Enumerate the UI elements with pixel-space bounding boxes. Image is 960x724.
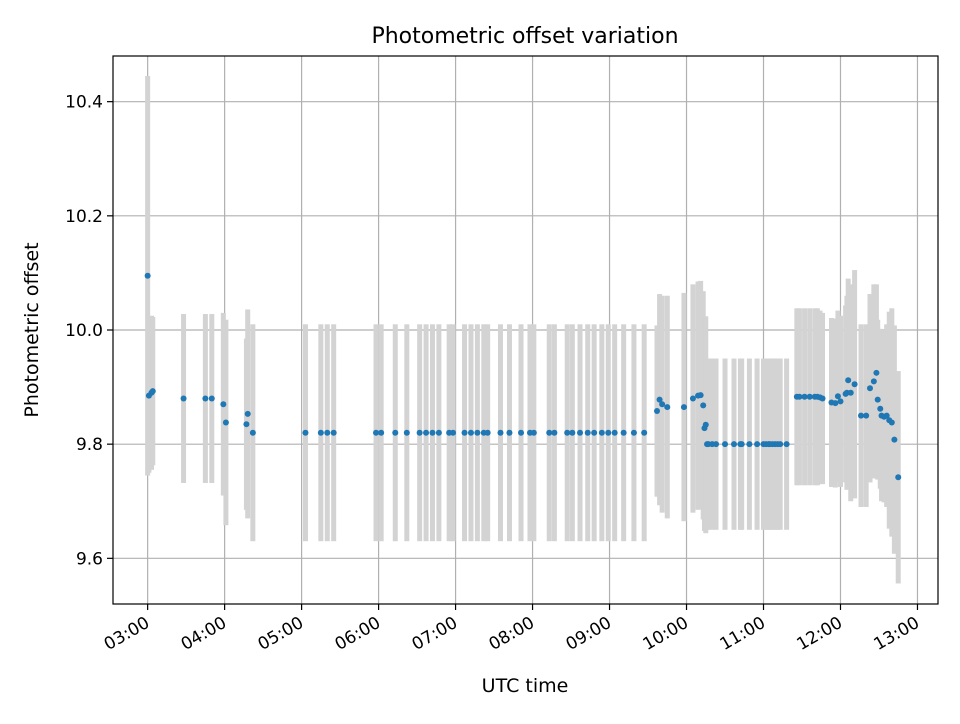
data-point — [208, 395, 215, 402]
data-point — [220, 401, 227, 408]
data-point — [620, 429, 627, 436]
data-point — [863, 412, 870, 419]
data-point — [702, 421, 709, 428]
data-point — [611, 429, 618, 436]
data-point — [630, 429, 637, 436]
data-point — [659, 401, 666, 408]
data-point — [777, 441, 784, 448]
data-point — [546, 429, 553, 436]
data-point — [858, 412, 865, 419]
y-tick-label: 9.8 — [76, 435, 103, 455]
data-point — [423, 429, 430, 436]
data-point — [664, 404, 671, 411]
data-point — [564, 429, 571, 436]
data-point — [416, 429, 423, 436]
data-point — [806, 393, 813, 400]
data-point — [847, 389, 854, 396]
data-point — [870, 378, 877, 385]
data-point — [845, 377, 852, 384]
data-point — [801, 393, 808, 400]
data-point — [144, 272, 151, 279]
data-point — [373, 429, 380, 436]
data-point — [689, 395, 696, 402]
data-point — [506, 429, 513, 436]
data-point — [149, 388, 156, 395]
data-point — [551, 429, 558, 436]
chart-title: Photometric offset variation — [371, 24, 678, 49]
data-point — [244, 410, 251, 417]
data-point — [891, 436, 898, 443]
data-point — [584, 429, 591, 436]
data-point — [746, 441, 753, 448]
data-point — [249, 429, 256, 436]
data-point — [577, 429, 584, 436]
data-point — [484, 429, 491, 436]
data-point — [569, 429, 576, 436]
data-point — [834, 393, 841, 400]
data-point — [605, 429, 612, 436]
data-point — [697, 392, 704, 399]
data-point — [796, 393, 803, 400]
data-point — [783, 441, 790, 448]
data-point — [874, 396, 881, 403]
y-tick-label: 9.6 — [76, 549, 103, 569]
data-point — [202, 395, 209, 402]
data-point — [883, 412, 890, 419]
data-point — [598, 429, 605, 436]
data-point — [877, 405, 884, 412]
data-point — [429, 429, 436, 436]
data-point — [378, 429, 385, 436]
data-point — [654, 408, 661, 415]
data-point — [330, 429, 337, 436]
x-axis-label: UTC time — [482, 675, 569, 697]
data-point — [700, 402, 707, 409]
data-point — [656, 396, 663, 403]
data-point — [713, 441, 720, 448]
data-point — [435, 429, 442, 436]
data-point — [497, 429, 504, 436]
data-points — [144, 272, 902, 481]
data-point — [895, 474, 902, 481]
data-point — [243, 421, 250, 428]
data-point — [754, 441, 761, 448]
data-point — [474, 429, 481, 436]
data-point — [738, 441, 745, 448]
data-point — [680, 404, 687, 411]
data-point — [873, 369, 880, 376]
data-point — [851, 381, 858, 388]
data-point — [222, 419, 229, 426]
y-tick-label: 10.0 — [65, 321, 103, 341]
data-point — [392, 429, 399, 436]
y-axis-ticks: 9.6 9.8 10.0 10.2 10.4 — [65, 93, 113, 569]
data-point — [837, 398, 844, 405]
data-point — [317, 429, 324, 436]
data-point — [518, 429, 525, 436]
data-point — [591, 429, 598, 436]
data-point — [832, 400, 839, 407]
data-point — [461, 429, 468, 436]
data-point — [324, 429, 331, 436]
data-point — [467, 429, 474, 436]
data-point — [722, 441, 729, 448]
data-point — [888, 419, 895, 426]
data-point — [450, 429, 457, 436]
data-point — [403, 429, 410, 436]
data-point — [530, 429, 537, 436]
data-point — [866, 385, 873, 392]
y-axis-label: Photometric offset — [21, 242, 43, 417]
data-point — [641, 429, 648, 436]
data-point — [302, 429, 309, 436]
y-tick-label: 10.4 — [65, 93, 103, 113]
data-point — [730, 441, 737, 448]
data-point — [819, 395, 826, 402]
y-tick-label: 10.2 — [65, 207, 103, 227]
data-point — [180, 395, 187, 402]
